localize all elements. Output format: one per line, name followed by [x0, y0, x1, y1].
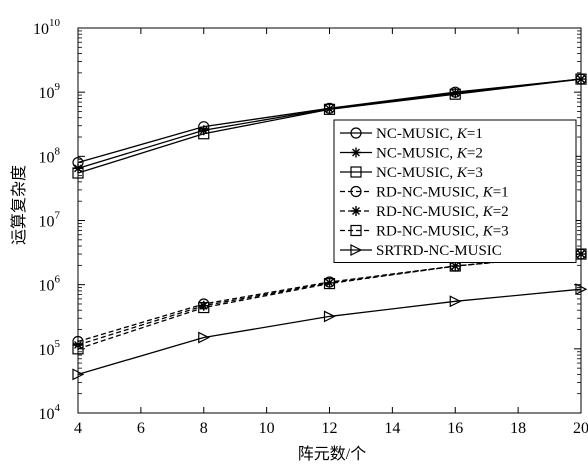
series-line [77, 78, 582, 174]
data-point [324, 277, 335, 288]
legend-label-suffix: =3 [467, 165, 483, 181]
legend-label-suffix: =1 [493, 185, 509, 201]
data-point [575, 283, 588, 296]
y-tick-exponent: 7 [55, 210, 61, 222]
y-tick-exponent: 6 [55, 274, 61, 286]
data-point [198, 300, 209, 311]
legend-label-italic: K [482, 224, 494, 240]
legend-label: RD-NC-MUSIC, K=3 [376, 224, 509, 240]
y-tick-exponent: 10 [49, 17, 61, 29]
x-tick-label: 20 [573, 420, 588, 437]
data-point [72, 167, 84, 179]
legend-label-name: RD-NC-MUSIC, [376, 185, 483, 201]
legend-label: NC-MUSIC, K=1 [376, 126, 483, 142]
legend-label-italic: K [482, 185, 494, 201]
y-tick-label: 109 [39, 81, 61, 102]
legend-label: RD-NC-MUSIC, K=2 [376, 204, 509, 220]
y-tick-label: 106 [39, 274, 61, 295]
legend-box [333, 119, 577, 263]
x-tick-label: 14 [384, 420, 400, 437]
legend-marker [350, 127, 362, 139]
y-tick-exponent: 9 [55, 81, 61, 93]
legend-label-name: RD-NC-MUSIC, [376, 224, 483, 240]
data-point [73, 339, 83, 350]
y-tick-label: 107 [39, 210, 61, 231]
data-point [323, 277, 336, 290]
legend-label: NC-MUSIC, K=2 [376, 146, 483, 162]
x-axis-label: 阵元数/个 [298, 445, 366, 463]
legend-label-name: RD-NC-MUSIC, [376, 204, 483, 220]
data-point [576, 249, 586, 260]
legend-label-name: NC-MUSIC, [376, 146, 457, 162]
legend-marker [350, 166, 362, 178]
legend-label-suffix: =3 [493, 224, 509, 240]
series-line [77, 253, 582, 350]
legend-label-italic: K [456, 165, 468, 181]
data-point [72, 368, 85, 381]
data-point [72, 343, 84, 355]
data-point [198, 331, 211, 344]
y-tick-label: 1010 [33, 17, 61, 38]
x-tick-label: 4 [74, 420, 82, 437]
data-point [449, 295, 462, 308]
legend-label-suffix: =1 [467, 126, 483, 142]
legend-label-name: SRTRD-NC-MUSIC [376, 243, 502, 259]
legend-label: RD-NC-MUSIC, K=1 [376, 185, 509, 201]
legend: NC-MUSIC, K=1NC-MUSIC, K=2NC-MUSIC, K=3R… [333, 119, 577, 263]
series-line [77, 288, 582, 375]
series-line [77, 253, 582, 346]
x-tick-label: 10 [259, 420, 275, 437]
y-tick-exponent: 5 [55, 338, 61, 350]
legend-label: NC-MUSIC, K=3 [376, 165, 483, 181]
data-point [323, 310, 336, 323]
data-point [449, 88, 461, 100]
legend-label-suffix: =2 [467, 146, 483, 162]
legend-marker [351, 206, 361, 216]
data-point [323, 103, 336, 115]
legend-label-italic: K [482, 204, 494, 220]
y-tick-exponent: 4 [55, 402, 61, 414]
y-tick-label: 108 [39, 145, 61, 166]
x-tick-label: 12 [322, 420, 338, 437]
data-point [198, 125, 209, 136]
x-tick-label: 16 [447, 420, 463, 437]
x-tick-label: 18 [510, 420, 526, 437]
legend-label-suffix: =2 [493, 204, 509, 220]
y-axis-label: 运算复杂度 [9, 165, 28, 245]
x-tick-label: 8 [200, 420, 208, 437]
data-point [198, 128, 210, 140]
legend-label-italic: K [456, 146, 468, 162]
legend-marker [350, 244, 363, 256]
legend-label-name: NC-MUSIC, [376, 126, 457, 142]
legend-label-name: NC-MUSIC, [376, 165, 457, 181]
series-line [77, 253, 582, 343]
legend-label: SRTRD-NC-MUSIC [376, 243, 502, 259]
y-tick-exponent: 8 [55, 145, 61, 157]
legend-label-italic: K [456, 126, 468, 142]
x-tick-label: 6 [137, 420, 145, 437]
data-point [575, 73, 587, 85]
y-tick-label: 104 [39, 402, 61, 423]
data-point [198, 301, 210, 314]
legend-marker [350, 185, 362, 198]
legend-marker [351, 147, 361, 158]
legend-marker [350, 224, 362, 237]
data-point [450, 88, 461, 99]
y-tick-label: 105 [39, 338, 61, 359]
